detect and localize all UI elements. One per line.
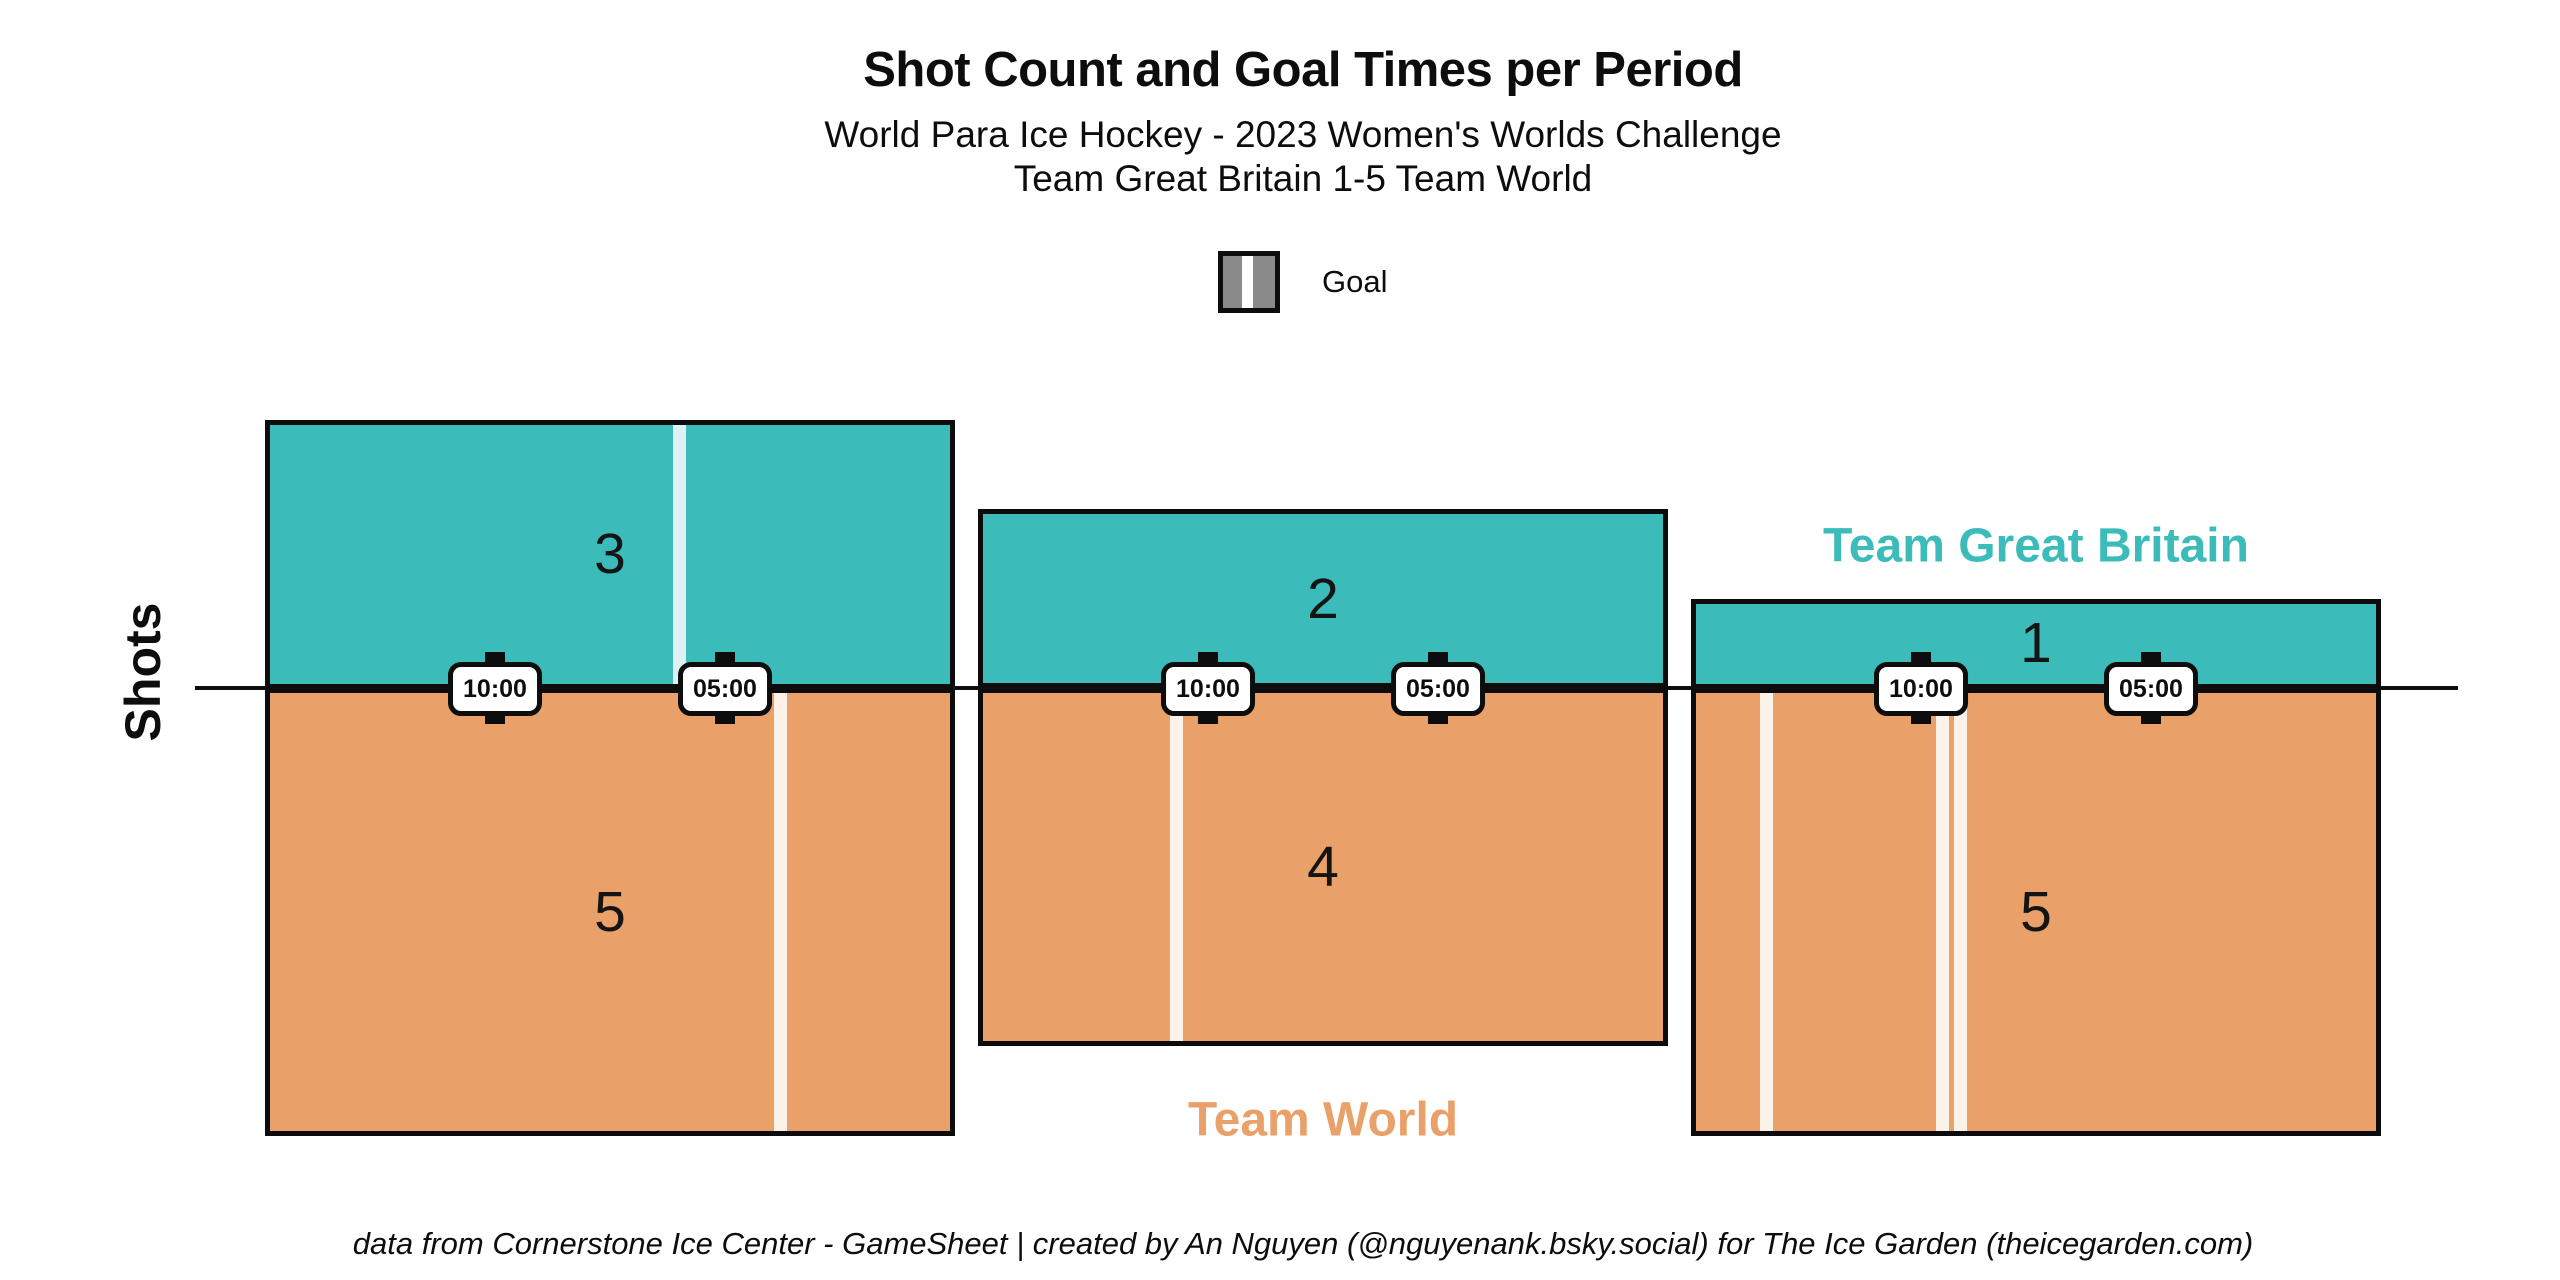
goal-legend-swatch: [1218, 251, 1280, 313]
footer-credit: data from Cornerstone Ice Center - GameS…: [352, 1226, 2254, 1261]
period-3-world-bar: [1691, 688, 2381, 1136]
goal-stripe-world-p3-1: [1760, 688, 1773, 1136]
period-1-world-shot-count: 5: [594, 880, 626, 944]
goal-stripe-world-p2-1: [1170, 688, 1183, 1046]
chart-subtitle-score: Team Great Britain 1-5 Team World: [1013, 158, 1593, 199]
period-2-great-britain-shot-count: 2: [1307, 567, 1339, 631]
goal-stripe-world-p3-2: [1936, 688, 1949, 1136]
team-world-label: Team World: [1187, 1093, 1459, 1147]
period-2-time-marker-05-00: 05:00: [1391, 662, 1485, 716]
period-1-world-bar: [265, 688, 955, 1136]
period-1-world-bar-outline: [265, 688, 955, 1136]
period-1-time-marker-10-00: 10:00: [448, 662, 542, 716]
goal-stripe-world-p3-3: [1954, 688, 1967, 1136]
chart-subtitle-event: World Para Ice Hockey - 2023 Women's Wor…: [824, 114, 1782, 155]
team-great-britain-label: Team Great Britain: [1823, 519, 2249, 573]
period-3-great-britain-bar: [1691, 599, 2381, 689]
x-axis-line: [195, 686, 2458, 690]
period-2-world-bar-outline: [978, 688, 1668, 1046]
period-2-time-marker-10-00: 10:00: [1161, 662, 1255, 716]
goal-stripe-world-p1-1: [774, 688, 787, 1136]
goal-legend-label: Goal: [1322, 264, 1388, 299]
period-3-great-britain-shot-count: 1: [2020, 611, 2052, 675]
period-3-world-shot-count: 5: [2020, 880, 2052, 944]
period-1-great-britain-bar: [265, 420, 955, 689]
chart-title: Shot Count and Goal Times per Period: [863, 43, 1743, 97]
period-2-great-britain-bar: [978, 509, 1668, 688]
period-3-time-marker-10-00: 10:00: [1874, 662, 1968, 716]
period-3-world-bar-outline: [1691, 688, 2381, 1136]
period-3-time-marker-05-00: 05:00: [2104, 662, 2198, 716]
goal-stripe-great-britain-p1-1: [673, 420, 686, 689]
period-2-great-britain-bar-outline: [978, 509, 1668, 688]
period-2-world-shot-count: 4: [1307, 835, 1339, 899]
period-1-time-marker-05-00: 05:00: [678, 662, 772, 716]
period-1-great-britain-shot-count: 3: [594, 522, 626, 586]
period-2-world-bar: [978, 688, 1668, 1046]
y-axis-label: Shots: [115, 602, 171, 742]
goal-legend-stripe-icon: [1242, 256, 1253, 308]
